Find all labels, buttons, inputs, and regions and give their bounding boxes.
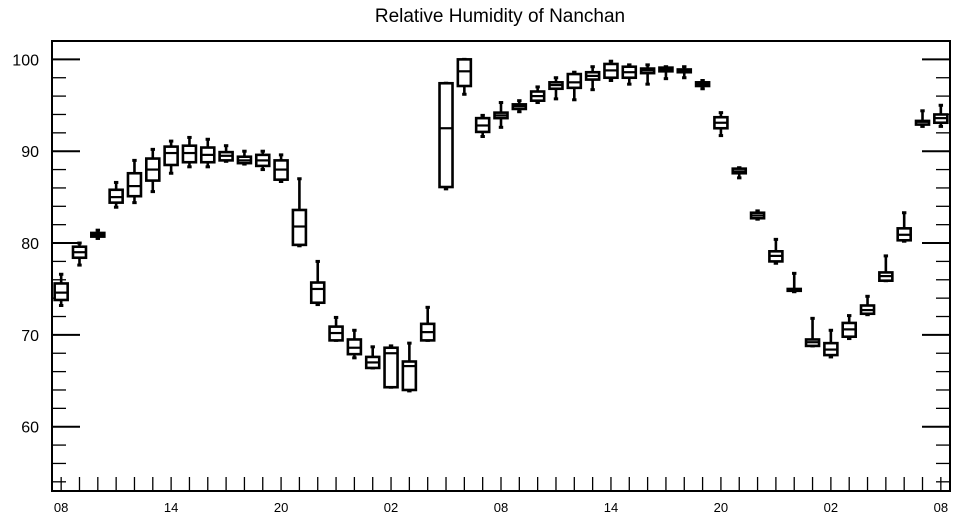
x-tick-label: 20 <box>274 500 288 515</box>
iqr-box <box>566 72 583 90</box>
box-plot-item <box>90 228 106 240</box>
box-plot-item <box>71 241 88 267</box>
box-plot-item <box>236 149 253 166</box>
box-plot-item <box>346 328 363 360</box>
box-plot-item <box>694 78 711 91</box>
y-tick-label: 70 <box>21 328 39 345</box>
box-plot-item <box>273 153 289 184</box>
box-plot-item <box>438 81 454 191</box>
box-series <box>53 57 949 393</box>
box-plot-item <box>804 316 821 348</box>
chart-title: Relative Humidity of Nanchan <box>375 6 625 27</box>
box-plot-item <box>419 305 436 342</box>
box-plot-item <box>309 259 326 307</box>
box-plot-item <box>254 149 271 172</box>
iqr-box <box>438 81 454 189</box>
x-tick-label: 14 <box>604 500 618 515</box>
box-plot-item <box>548 76 564 101</box>
plot-frame <box>51 40 951 492</box>
box-plot-item <box>878 254 894 283</box>
box-plot-item <box>713 111 729 138</box>
box-plot-item <box>768 237 784 265</box>
x-tick-label: 02 <box>384 500 398 515</box>
x-tick-label: 08 <box>54 500 68 515</box>
x-tick-label: 08 <box>934 500 948 515</box>
iqr-box <box>383 346 399 389</box>
box-plot-item <box>218 144 234 163</box>
box-plot-item <box>163 139 179 175</box>
y-tick-label: 90 <box>21 144 39 161</box>
box-plot-item <box>621 63 638 86</box>
box-plot-item <box>291 177 308 248</box>
box-plot-item <box>529 85 546 105</box>
box-plot-item <box>841 314 858 341</box>
box-plot-item <box>493 101 509 129</box>
box-plot-item <box>584 65 601 92</box>
box-plot-item <box>181 135 198 169</box>
box-plot-item <box>823 328 839 359</box>
box-plot-item <box>639 63 656 86</box>
box-plot-item <box>456 57 473 96</box>
box-plot-item <box>731 166 748 180</box>
x-tick-label: 02 <box>824 500 838 515</box>
box-plot-item <box>474 113 491 139</box>
box-plot-item <box>566 70 583 102</box>
iqr-box <box>309 281 326 305</box>
y-tick-label: 60 <box>21 420 39 437</box>
box-plot-item <box>786 271 803 294</box>
box-plot-item <box>108 180 124 209</box>
x-tick-label: 08 <box>494 500 508 515</box>
box-plot-item <box>933 103 949 128</box>
box-plot-item <box>126 158 143 205</box>
box-plot-item <box>896 211 912 243</box>
box-plot-item <box>199 137 216 169</box>
iqr-box <box>401 360 418 392</box>
box-plot-item <box>364 345 381 370</box>
x-tick-label: 14 <box>164 500 178 515</box>
iqr-box <box>163 145 179 167</box>
box-plot-item <box>401 341 418 393</box>
iqr-box <box>126 171 143 198</box>
box-plot-item <box>676 65 693 80</box>
axis-ticks: 60 70 80 90 100 08 14 20 02 08 14 20 02 08 <box>12 40 950 515</box>
box-plot-item <box>144 147 161 194</box>
box-plot-item <box>658 65 674 81</box>
box-plot-item <box>749 209 766 221</box>
box-plot-item <box>914 109 931 128</box>
box-plot-item <box>383 344 399 389</box>
y-tick-label: 100 <box>12 52 39 69</box>
box-plot-item <box>603 59 619 82</box>
box-plot-item <box>511 99 528 114</box>
iqr-box <box>456 58 473 88</box>
x-tick-label: 20 <box>714 500 728 515</box>
box-plot-item <box>328 315 344 342</box>
box-plot-item <box>53 272 69 307</box>
y-tick-label: 80 <box>21 236 39 253</box>
box-plot-item <box>859 294 876 317</box>
